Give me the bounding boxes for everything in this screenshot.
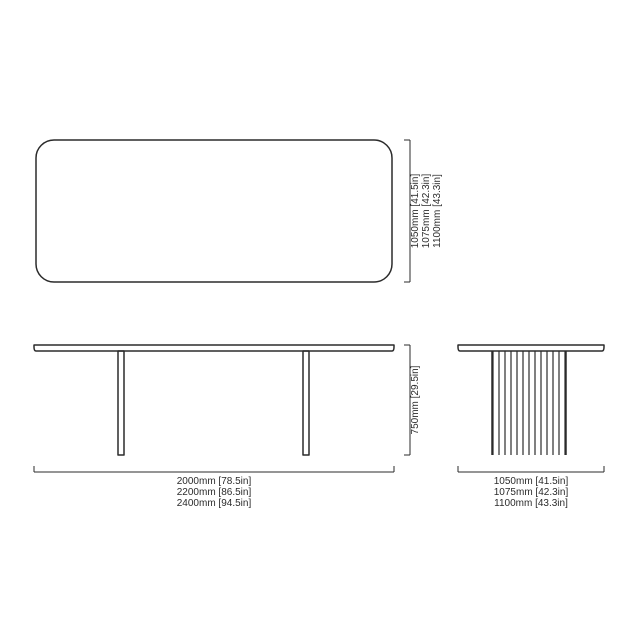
dim-top-height: 1050mm [41.5in]1075mm [42.3in]1100mm [43… xyxy=(404,140,443,282)
dim-top-height-label: 1100mm [43.3in] xyxy=(432,174,443,248)
dim-top-height-label: 1050mm [41.5in] xyxy=(410,174,421,249)
front-view-tabletop xyxy=(34,345,394,351)
side-view-slats xyxy=(492,351,566,455)
dim-front-height: 750mm [29.5in] xyxy=(404,345,421,455)
dim-side-width-label: 1100mm [43.3in] xyxy=(494,498,568,509)
front-view-leg-2 xyxy=(303,351,309,455)
side-view-tabletop xyxy=(458,345,604,351)
dim-front-width: 2000mm [78.5in]2200mm [86.5in]2400mm [94… xyxy=(34,466,394,509)
dim-side-width: 1050mm [41.5in]1075mm [42.3in]1100mm [43… xyxy=(458,466,604,509)
dim-front-width-label: 2400mm [94.5in] xyxy=(177,498,252,509)
front-view-leg-1 xyxy=(118,351,124,455)
dimension-drawing: 1050mm [41.5in]1075mm [42.3in]1100mm [43… xyxy=(0,0,640,640)
dim-top-height-label: 1075mm [42.3in] xyxy=(421,174,432,249)
dim-front-width-label: 2200mm [86.5in] xyxy=(177,487,252,498)
dim-front-height-label: 750mm [29.5in] xyxy=(410,365,421,434)
dim-side-width-label: 1050mm [41.5in] xyxy=(494,476,569,487)
dim-front-width-label: 2000mm [78.5in] xyxy=(177,476,252,487)
top-view-tabletop xyxy=(36,140,392,282)
dim-side-width-label: 1075mm [42.3in] xyxy=(494,487,569,498)
